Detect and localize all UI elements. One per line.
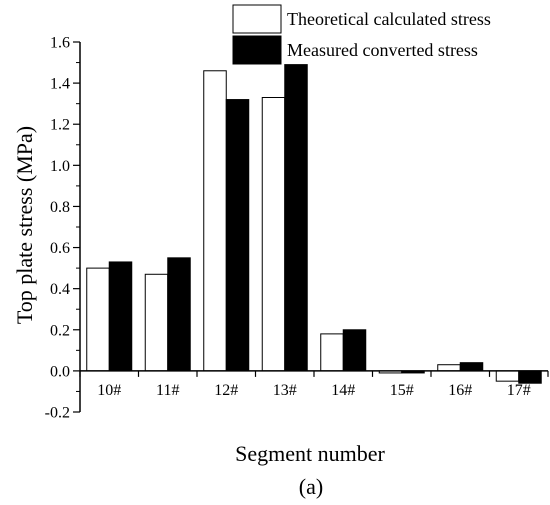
bar-theoretical-12 xyxy=(203,70,227,372)
panel-label: (a) xyxy=(299,474,323,499)
x-tick-label: 17# xyxy=(507,382,531,399)
bar-theoretical-14 xyxy=(320,333,344,372)
bar-measured-12 xyxy=(225,99,250,372)
x-tick-label: 12# xyxy=(214,382,238,399)
y-tick-label: 0.8 xyxy=(50,199,70,216)
legend-label-theoretical: Theoretical calculated stress xyxy=(287,9,491,29)
y-tick-label: 1.4 xyxy=(50,76,70,93)
y-tick-label: 0.2 xyxy=(50,322,70,339)
bar-measured-11 xyxy=(167,257,191,372)
bar-theoretical-11 xyxy=(144,273,169,372)
y-axis-title: Top plate stress (MPa) xyxy=(12,126,37,324)
y-tick-label: 1.0 xyxy=(50,158,70,175)
bar-measured-14 xyxy=(342,329,367,372)
legend: Theoretical calculated stress Measured c… xyxy=(232,4,491,65)
bar-theoretical-17 xyxy=(495,370,520,382)
y-tick-label: 1.6 xyxy=(50,35,70,52)
legend-swatch-measured xyxy=(232,35,282,65)
y-tick-label: 1.2 xyxy=(50,117,70,134)
bar-theoretical-10 xyxy=(86,267,110,372)
legend-swatch-theoretical xyxy=(232,4,282,34)
x-tick-label: 13# xyxy=(273,382,297,399)
x-tick-label: 16# xyxy=(448,382,472,399)
y-tick-label: 0.4 xyxy=(50,281,70,298)
bar-measured-10 xyxy=(108,261,133,372)
x-tick-label: 15# xyxy=(390,382,414,399)
y-tick-label: 0.0 xyxy=(50,363,70,380)
y-tick-label: -0.2 xyxy=(45,405,70,422)
bar-measured-16 xyxy=(459,362,484,372)
bars-group xyxy=(86,64,542,384)
x-tick-label: 14# xyxy=(331,382,355,399)
x-tick-label: 11# xyxy=(156,382,179,399)
ticks-group: -0.2 0.0 0.2 0.4 0.6 0.8 1.0 1.2 1.4 1.6 10# 11# 12#… xyxy=(45,35,549,422)
x-axis-title: Segment number xyxy=(235,441,385,466)
bar-theoretical-16 xyxy=(437,364,461,372)
legend-label-measured: Measured converted stress xyxy=(287,40,478,60)
bar-theoretical-13 xyxy=(261,97,286,372)
bar-measured-13 xyxy=(284,64,308,372)
x-tick-label: 10# xyxy=(97,382,121,399)
y-tick-label: 0.6 xyxy=(50,240,70,257)
